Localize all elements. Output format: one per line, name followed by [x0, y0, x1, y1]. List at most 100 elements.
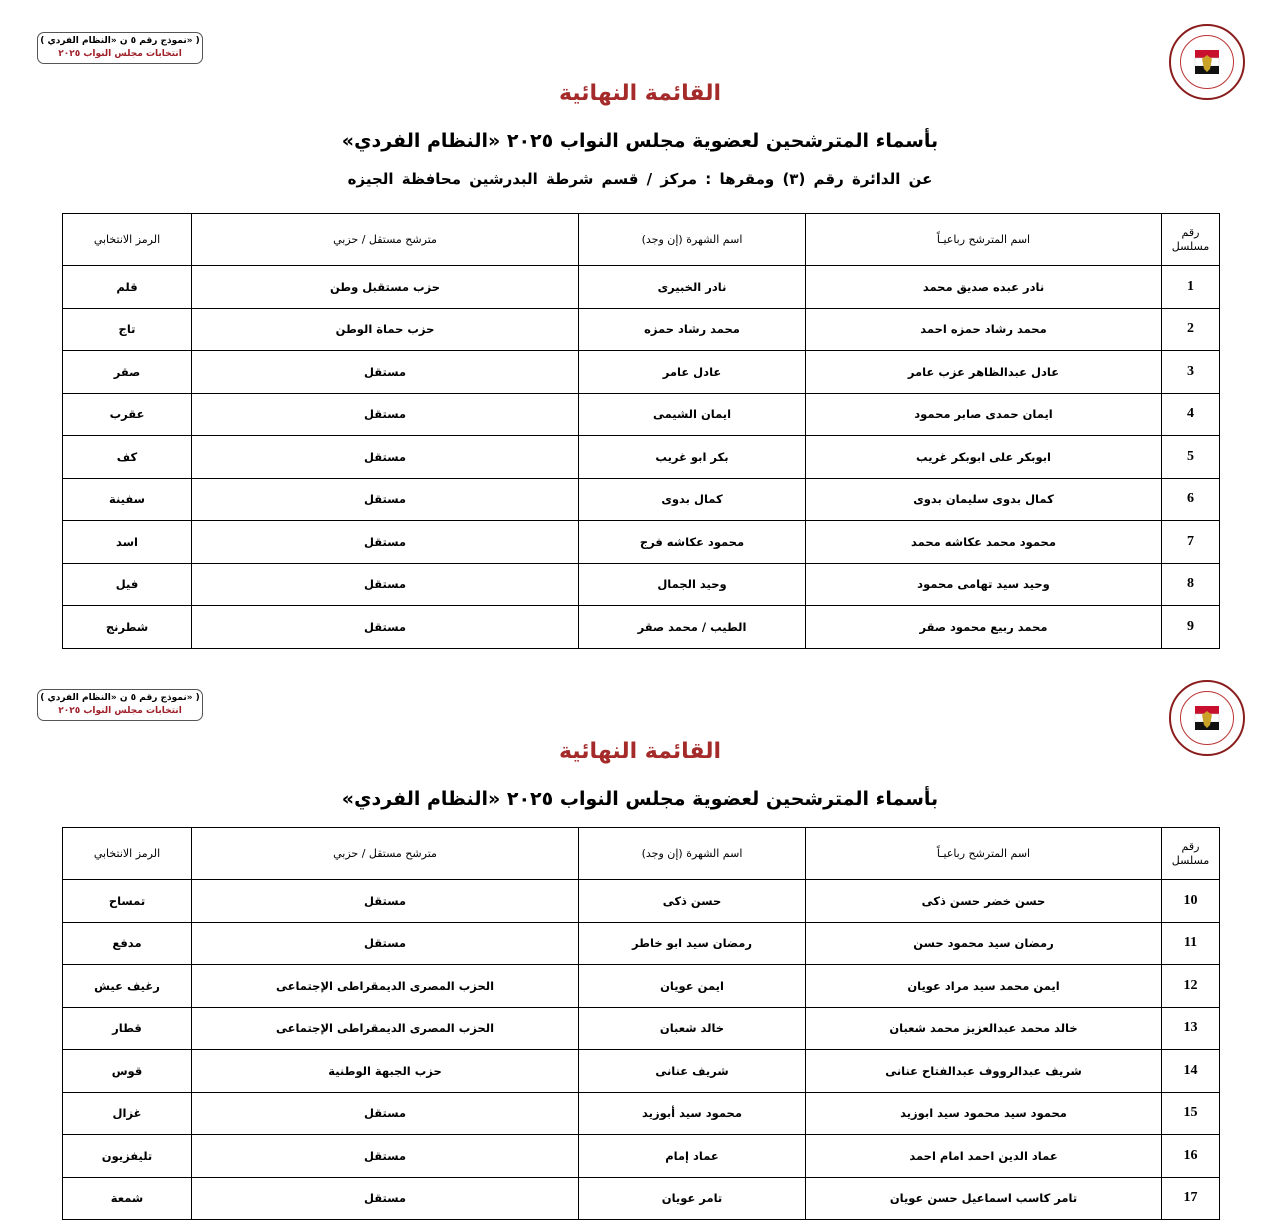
nickname-cell: كمال بدوى: [578, 477, 806, 521]
election-symbol-cell: اسد: [62, 520, 192, 564]
table-row: 9 محمد ربيع محمود صقر الطيب / محمد صقر مستق…: [62, 605, 1220, 649]
serial-number-cell: 13: [1161, 1006, 1220, 1050]
election-symbol-cell: عقرب: [62, 392, 192, 436]
candidate-type-cell: مستقل: [191, 435, 579, 479]
candidate-name-cell: عادل عبدالظاهر عزب عامر: [805, 350, 1162, 394]
candidate-name-cell: تامر كاسب اسماعيل حسن عويان: [805, 1176, 1162, 1220]
candidate-type-cell: مستقل: [191, 1134, 579, 1178]
election-symbol-cell: قلم: [62, 265, 192, 309]
header-nickname: اسم الشهرة (إن وجد): [578, 827, 806, 880]
election-symbol-cell: قوس: [62, 1049, 192, 1093]
election-symbol-cell: سفينة: [62, 477, 192, 521]
nickname-cell: الطيب / محمد صقر: [578, 605, 806, 649]
table-row: 5 ابوبكر على ابوبكر غريب بكر ابو غريب مستقل…: [62, 435, 1220, 479]
candidate-type-cell: مستقل: [191, 1176, 579, 1220]
candidate-name-cell: شريف عبدالرووف عبدالفتاح عنانى: [805, 1049, 1162, 1093]
candidate-name-cell: رمضان سيد محمود حسن: [805, 921, 1162, 965]
header-type: مترشح مستقل / حزبي: [191, 213, 579, 266]
nickname-cell: ايمن عويان: [578, 964, 806, 1008]
nickname-cell: خالد شعبان: [578, 1006, 806, 1050]
candidate-name-cell: حسن خضر حسن ذكى: [805, 879, 1162, 923]
header-num: رقم مسلسل: [1161, 827, 1220, 880]
election-name: انتخابات مجلس النواب ٢٠٢٥: [58, 49, 182, 59]
candidates-table-2: رقم مسلسل اسم المترشح رباعيـاً اسم الشهر…: [62, 827, 1220, 1220]
serial-number-cell: 16: [1161, 1134, 1220, 1178]
nickname-cell: عادل عامر: [578, 350, 806, 394]
form-number: ( نموذج رقم ٥ ن «النظام الفردي» ): [40, 693, 200, 703]
candidate-type-cell: مستقل: [191, 520, 579, 564]
nickname-cell: شريف عنانى: [578, 1049, 806, 1093]
serial-number-cell: 3: [1161, 350, 1220, 394]
election-name: انتخابات مجلس النواب ٢٠٢٥: [58, 706, 182, 716]
nickname-cell: بكر ابو غريب: [578, 435, 806, 479]
district-info: عن الدائرة رقم (٣) ومقرها : مركز / قسم ش…: [347, 170, 933, 188]
header-type: مترشح مستقل / حزبي: [191, 827, 579, 880]
form-number: ( نموذج رقم ٥ ن «النظام الفردي» ): [40, 36, 200, 46]
serial-number-cell: 6: [1161, 477, 1220, 521]
election-symbol-cell: قطار: [62, 1006, 192, 1050]
nickname-cell: حسن ذكى: [578, 879, 806, 923]
table-row: 6 كمال بدوى سليمان بدوى كمال بدوى مستقل سفين…: [62, 477, 1220, 521]
election-symbol-cell: رغيف عيش: [62, 964, 192, 1008]
table-row: 12 ايمن محمد سيد مراد عويان ايمن عويان الحز…: [62, 964, 1220, 1008]
serial-number-cell: 15: [1161, 1091, 1220, 1135]
serial-number-cell: 7: [1161, 520, 1220, 564]
serial-number-cell: 1: [1161, 265, 1220, 309]
table-row: 14 شريف عبدالرووف عبدالفتاح عنانى شريف عنا…: [62, 1049, 1220, 1093]
candidate-type-cell: حزب الجبهة الوطنية: [191, 1049, 579, 1093]
candidate-type-cell: الحزب المصرى الديمقراطى الإجتماعى: [191, 964, 579, 1008]
serial-number-cell: 12: [1161, 964, 1220, 1008]
candidate-name-cell: كمال بدوى سليمان بدوى: [805, 477, 1162, 521]
form-number-box: ( نموذج رقم ٥ ن «النظام الفردي» ) انتخاب…: [37, 32, 203, 64]
page-subtitle: بأسماء المترشحين لعضوية مجلس النواب ٢٠٢٥…: [341, 788, 939, 810]
candidate-type-cell: الحزب المصرى الديمقراطى الإجتماعى: [191, 1006, 579, 1050]
nickname-cell: نادر الخبيرى: [578, 265, 806, 309]
candidate-name-cell: محمد رشاد حمزه احمد: [805, 307, 1162, 351]
page-title: القائمة النهائية: [558, 739, 722, 764]
candidate-name-cell: محمود محمد عكاشه محمد: [805, 520, 1162, 564]
nickname-cell: محمود عكاشه فرج: [578, 520, 806, 564]
header-name: اسم المترشح رباعيـاً: [805, 827, 1162, 880]
election-symbol-cell: كف: [62, 435, 192, 479]
election-symbol-cell: مدفع: [62, 921, 192, 965]
table-row: 4 ايمان حمدى صابر محمود ايمان الشيمى مستقل ع…: [62, 392, 1220, 436]
page-subtitle: بأسماء المترشحين لعضوية مجلس النواب ٢٠٢٥…: [341, 130, 939, 152]
election-symbol-cell: فيل: [62, 562, 192, 606]
candidate-type-cell: مستقل: [191, 392, 579, 436]
election-authority-logo-icon: [1169, 24, 1245, 100]
table-row: 16 عماد الدين احمد امام احمد عماد إمام مستق…: [62, 1134, 1220, 1178]
table-row: 7 محمود محمد عكاشه محمد محمود عكاشه فرج مست…: [62, 520, 1220, 564]
page-1: ( نموذج رقم ٥ ن «النظام الفردي» ) انتخاب…: [37, 24, 1245, 649]
election-symbol-cell: غزال: [62, 1091, 192, 1135]
nickname-cell: ايمان الشيمى: [578, 392, 806, 436]
table-row: 11 رمضان سيد محمود حسن رمضان سيد ابو خاطر م…: [62, 921, 1220, 965]
serial-number-cell: 11: [1161, 921, 1220, 965]
serial-number-cell: 5: [1161, 435, 1220, 479]
election-symbol-cell: تمساح: [62, 879, 192, 923]
header-nickname: اسم الشهرة (إن وجد): [578, 213, 806, 266]
candidate-name-cell: وحيد سيد تهامى محمود: [805, 562, 1162, 606]
candidate-name-cell: محمود سيد محمود سيد ابوزيد: [805, 1091, 1162, 1135]
page-2: ( نموذج رقم ٥ ن «النظام الفردي» ) انتخاب…: [0, 660, 1280, 1229]
candidate-type-cell: مستقل: [191, 350, 579, 394]
table-row: 3 عادل عبدالظاهر عزب عامر عادل عامر مستقل صق…: [62, 350, 1220, 394]
nickname-cell: رمضان سيد ابو خاطر: [578, 921, 806, 965]
header-symbol: الرمز الانتخابي: [62, 827, 192, 880]
serial-number-cell: 4: [1161, 392, 1220, 436]
table-row: 17 تامر كاسب اسماعيل حسن عويان تامر عويان م…: [62, 1176, 1220, 1220]
table-row: 10 حسن خضر حسن ذكى حسن ذكى مستقل تمساح: [62, 879, 1220, 923]
candidate-name-cell: خالد محمد عبدالعزيز محمد شعبان: [805, 1006, 1162, 1050]
candidate-name-cell: ايمان حمدى صابر محمود: [805, 392, 1162, 436]
nickname-cell: وحيد الجمال: [578, 562, 806, 606]
candidate-type-cell: مستقل: [191, 477, 579, 521]
candidate-name-cell: ابوبكر على ابوبكر غريب: [805, 435, 1162, 479]
nickname-cell: محمود سيد أبوزيد: [578, 1091, 806, 1135]
page-title: القائمة النهائية: [558, 81, 722, 106]
serial-number-cell: 17: [1161, 1176, 1220, 1220]
table-row: 2 محمد رشاد حمزه احمد محمد رشاد حمزه حزب حم…: [62, 307, 1220, 351]
candidate-type-cell: حزب حماة الوطن: [191, 307, 579, 351]
candidate-type-cell: مستقل: [191, 921, 579, 965]
table-row: 15 محمود سيد محمود سيد ابوزيد محمود سيد أب…: [62, 1091, 1220, 1135]
candidate-type-cell: حزب مستقبل وطن: [191, 265, 579, 309]
nickname-cell: محمد رشاد حمزه: [578, 307, 806, 351]
